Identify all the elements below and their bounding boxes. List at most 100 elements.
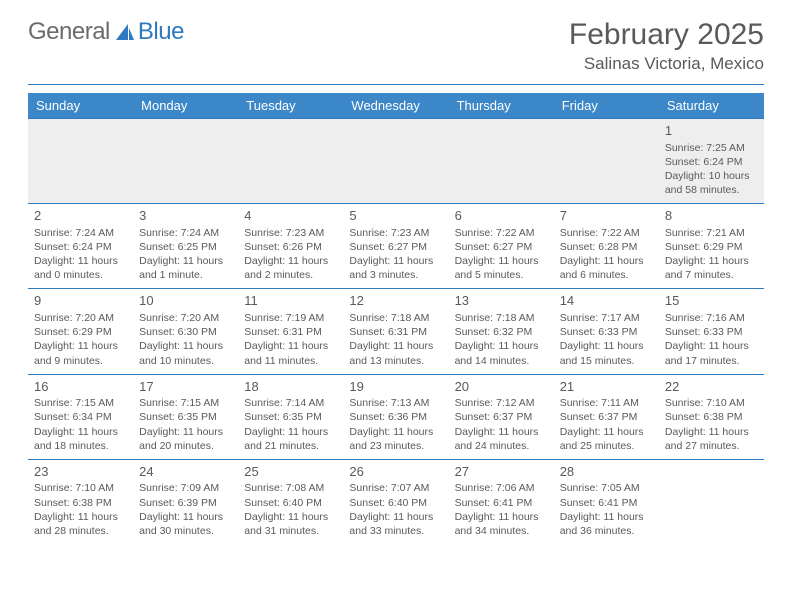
dl2-text: and 25 minutes.	[560, 439, 653, 453]
day-number: 17	[139, 378, 232, 396]
dl1-text: Daylight: 11 hours	[455, 254, 548, 268]
dl1-text: Daylight: 11 hours	[34, 339, 127, 353]
day-header: Monday	[133, 93, 238, 119]
calendar-day-cell: 20Sunrise: 7:12 AMSunset: 6:37 PMDayligh…	[449, 374, 554, 459]
dl2-text: and 31 minutes.	[244, 524, 337, 538]
day-number: 4	[244, 207, 337, 225]
calendar-day-cell: 28Sunrise: 7:05 AMSunset: 6:41 PMDayligh…	[554, 459, 659, 544]
dl2-text: and 0 minutes.	[34, 268, 127, 282]
dl1-text: Daylight: 11 hours	[244, 254, 337, 268]
dl1-text: Daylight: 11 hours	[665, 254, 758, 268]
sunrise-text: Sunrise: 7:19 AM	[244, 311, 337, 325]
sunrise-text: Sunrise: 7:18 AM	[349, 311, 442, 325]
dl2-text: and 5 minutes.	[455, 268, 548, 282]
calendar-week-row: 2Sunrise: 7:24 AMSunset: 6:24 PMDaylight…	[28, 204, 764, 289]
day-number: 24	[139, 463, 232, 481]
dl2-text: and 17 minutes.	[665, 354, 758, 368]
dl1-text: Daylight: 11 hours	[560, 510, 653, 524]
sail-icon	[114, 22, 136, 42]
calendar-day-cell: 19Sunrise: 7:13 AMSunset: 6:36 PMDayligh…	[343, 374, 448, 459]
sunset-text: Sunset: 6:24 PM	[665, 155, 758, 169]
sunrise-text: Sunrise: 7:13 AM	[349, 396, 442, 410]
sunrise-text: Sunrise: 7:10 AM	[665, 396, 758, 410]
sunset-text: Sunset: 6:35 PM	[244, 410, 337, 424]
day-number: 16	[34, 378, 127, 396]
header-divider	[28, 84, 764, 85]
day-number: 18	[244, 378, 337, 396]
day-number: 27	[455, 463, 548, 481]
sunrise-text: Sunrise: 7:20 AM	[34, 311, 127, 325]
sunrise-text: Sunrise: 7:17 AM	[560, 311, 653, 325]
calendar-week-row: 1Sunrise: 7:25 AMSunset: 6:24 PMDaylight…	[28, 119, 764, 204]
sunrise-text: Sunrise: 7:20 AM	[139, 311, 232, 325]
sunset-text: Sunset: 6:41 PM	[560, 496, 653, 510]
dl2-text: and 18 minutes.	[34, 439, 127, 453]
calendar-week-row: 16Sunrise: 7:15 AMSunset: 6:34 PMDayligh…	[28, 374, 764, 459]
calendar-day-cell	[28, 119, 133, 204]
dl2-text: and 30 minutes.	[139, 524, 232, 538]
dl1-text: Daylight: 11 hours	[349, 510, 442, 524]
location: Salinas Victoria, Mexico	[569, 54, 764, 74]
sunrise-text: Sunrise: 7:22 AM	[455, 226, 548, 240]
sunrise-text: Sunrise: 7:18 AM	[455, 311, 548, 325]
dl1-text: Daylight: 11 hours	[665, 425, 758, 439]
dl1-text: Daylight: 11 hours	[244, 425, 337, 439]
sunset-text: Sunset: 6:37 PM	[560, 410, 653, 424]
calendar-day-cell: 13Sunrise: 7:18 AMSunset: 6:32 PMDayligh…	[449, 289, 554, 374]
calendar-day-cell	[343, 119, 448, 204]
sunrise-text: Sunrise: 7:21 AM	[665, 226, 758, 240]
dl1-text: Daylight: 11 hours	[665, 339, 758, 353]
day-number: 21	[560, 378, 653, 396]
calendar-day-cell: 5Sunrise: 7:23 AMSunset: 6:27 PMDaylight…	[343, 204, 448, 289]
calendar-day-cell: 7Sunrise: 7:22 AMSunset: 6:28 PMDaylight…	[554, 204, 659, 289]
calendar-day-cell: 16Sunrise: 7:15 AMSunset: 6:34 PMDayligh…	[28, 374, 133, 459]
sunset-text: Sunset: 6:29 PM	[665, 240, 758, 254]
sunset-text: Sunset: 6:32 PM	[455, 325, 548, 339]
calendar-day-cell	[554, 119, 659, 204]
dl1-text: Daylight: 11 hours	[244, 510, 337, 524]
dl1-text: Daylight: 11 hours	[139, 425, 232, 439]
dl2-text: and 9 minutes.	[34, 354, 127, 368]
dl2-text: and 2 minutes.	[244, 268, 337, 282]
sunrise-text: Sunrise: 7:06 AM	[455, 481, 548, 495]
dl1-text: Daylight: 11 hours	[455, 425, 548, 439]
day-number: 25	[244, 463, 337, 481]
day-header-row: Sunday Monday Tuesday Wednesday Thursday…	[28, 93, 764, 119]
day-number: 6	[455, 207, 548, 225]
dl1-text: Daylight: 11 hours	[560, 339, 653, 353]
header: General Blue February 2025 Salinas Victo…	[0, 0, 792, 80]
sunset-text: Sunset: 6:39 PM	[139, 496, 232, 510]
sunset-text: Sunset: 6:27 PM	[349, 240, 442, 254]
day-number: 3	[139, 207, 232, 225]
dl1-text: Daylight: 11 hours	[349, 339, 442, 353]
dl1-text: Daylight: 11 hours	[560, 425, 653, 439]
dl2-text: and 14 minutes.	[455, 354, 548, 368]
month-title: February 2025	[569, 18, 764, 52]
dl1-text: Daylight: 11 hours	[34, 425, 127, 439]
sunrise-text: Sunrise: 7:25 AM	[665, 141, 758, 155]
calendar-week-row: 9Sunrise: 7:20 AMSunset: 6:29 PMDaylight…	[28, 289, 764, 374]
sunset-text: Sunset: 6:29 PM	[34, 325, 127, 339]
sunset-text: Sunset: 6:33 PM	[665, 325, 758, 339]
day-number: 2	[34, 207, 127, 225]
calendar-day-cell	[659, 459, 764, 544]
day-number: 19	[349, 378, 442, 396]
calendar-day-cell	[133, 119, 238, 204]
dl1-text: Daylight: 11 hours	[139, 254, 232, 268]
day-header: Saturday	[659, 93, 764, 119]
sunrise-text: Sunrise: 7:07 AM	[349, 481, 442, 495]
dl1-text: Daylight: 11 hours	[560, 254, 653, 268]
sunset-text: Sunset: 6:28 PM	[560, 240, 653, 254]
title-block: February 2025 Salinas Victoria, Mexico	[569, 18, 764, 74]
sunset-text: Sunset: 6:34 PM	[34, 410, 127, 424]
sunrise-text: Sunrise: 7:15 AM	[34, 396, 127, 410]
dl1-text: Daylight: 11 hours	[244, 339, 337, 353]
dl2-text: and 21 minutes.	[244, 439, 337, 453]
calendar-day-cell: 25Sunrise: 7:08 AMSunset: 6:40 PMDayligh…	[238, 459, 343, 544]
dl2-text: and 27 minutes.	[665, 439, 758, 453]
day-header: Sunday	[28, 93, 133, 119]
calendar-day-cell: 23Sunrise: 7:10 AMSunset: 6:38 PMDayligh…	[28, 459, 133, 544]
day-number: 9	[34, 292, 127, 310]
sunset-text: Sunset: 6:40 PM	[244, 496, 337, 510]
day-header: Thursday	[449, 93, 554, 119]
